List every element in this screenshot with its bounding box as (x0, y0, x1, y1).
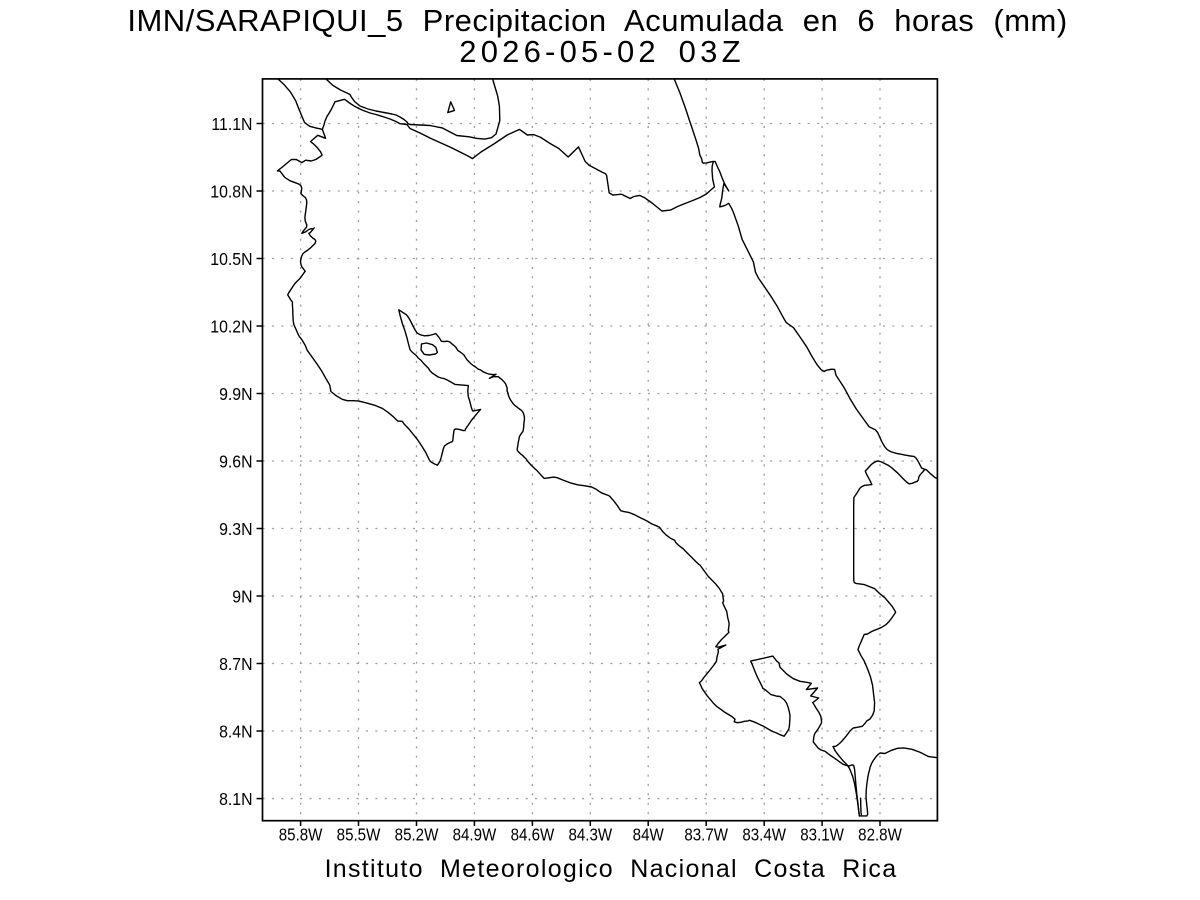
svg-text:83.1W: 83.1W (800, 824, 844, 845)
svg-text:8.7N: 8.7N (219, 654, 252, 674)
svg-text:84.9W: 84.9W (453, 824, 497, 845)
svg-text:83.4W: 83.4W (742, 824, 786, 845)
svg-text:8.4N: 8.4N (219, 721, 252, 741)
svg-text:85.5W: 85.5W (337, 824, 381, 845)
svg-text:10.2N: 10.2N (210, 316, 252, 336)
svg-text:9.3N: 9.3N (219, 519, 252, 539)
svg-text:9.6N: 9.6N (219, 451, 252, 471)
svg-text:11.1N: 11.1N (211, 114, 252, 134)
svg-text:84.6W: 84.6W (511, 824, 555, 845)
svg-text:83.7W: 83.7W (684, 824, 728, 845)
svg-text:9.9N: 9.9N (219, 384, 252, 404)
svg-text:2026-05-02 03Z: 2026-05-02 03Z (459, 34, 744, 69)
svg-text:84W: 84W (633, 824, 664, 845)
svg-text:Instituto Meteorologico Nacion: Instituto Meteorologico Nacional Costa R… (325, 855, 898, 883)
svg-text:9N: 9N (232, 586, 252, 606)
svg-text:10.5N: 10.5N (210, 249, 252, 269)
svg-text:84.3W: 84.3W (568, 824, 612, 845)
svg-text:10.8N: 10.8N (210, 181, 252, 201)
svg-text:85.8W: 85.8W (279, 824, 323, 845)
svg-text:8.1N: 8.1N (219, 789, 252, 809)
svg-text:85.2W: 85.2W (395, 824, 439, 845)
svg-text:82.8W: 82.8W (858, 824, 902, 845)
svg-text:IMN/SARAPIQUI_5 Precipitacion: IMN/SARAPIQUI_5 Precipitacion Acumulada … (127, 3, 1067, 38)
